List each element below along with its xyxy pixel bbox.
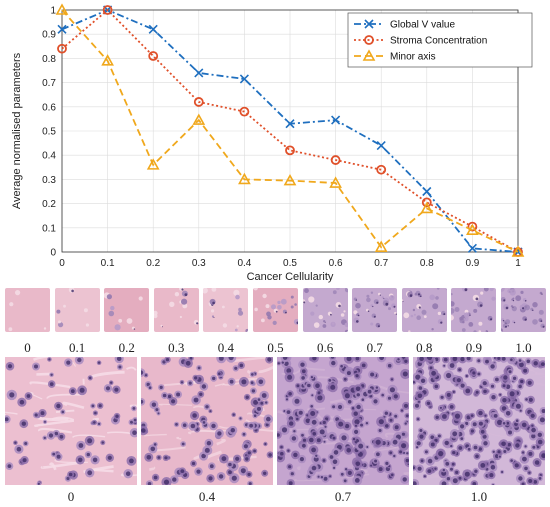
triangle-marker [283,173,297,186]
y-tick-label: 0.3 [42,175,56,186]
y-tick-label: 0.8 [42,54,56,65]
thumbnail-label: 0.4 [217,340,235,355]
thumbnail-image [253,288,298,332]
y-tick-label: 0.1 [42,223,56,234]
axis-ticks: 0 0.1 0.2 0.3 0.4 0.5 0.6 0.7 0.8 0.9 1 0 0.1 0.2 0.3 0… [42,6,521,270]
legend-label: Global V value [390,20,455,31]
x-marker [331,115,341,125]
plot-frame [61,9,519,253]
triangle-marker [101,54,114,66]
circle-marker [467,221,478,232]
triangle-marker [192,113,206,125]
y-tick-label: 0.7 [42,78,56,89]
thumbnail-label: 0.6 [316,340,334,355]
x-marker [422,186,432,197]
thumbnail-image [302,288,348,332]
thumbnail-label: 0.7 [366,340,383,355]
thumbnail-image [451,288,497,332]
x-tick-label: 0.5 [283,258,297,269]
x-tick-label: 0.1 [101,258,115,269]
large-image-label: 0 [67,489,75,504]
triangle-marker [511,245,525,257]
thumbnail-image [352,288,398,332]
circle-marker [57,43,67,54]
triangle-marker [374,240,388,252]
circle-marker [376,164,387,175]
y-axis-label: Average normalised parameters [11,52,23,209]
x-tick-label: 0.6 [329,258,343,269]
x-tick-label: 1 [515,258,521,269]
triangle-marker [329,176,342,188]
triangle-marker [238,172,251,185]
y-tick-label: 0.9 [42,30,56,41]
circle-marker [285,145,295,156]
thumbnail-label: 0.3 [168,340,185,355]
y-tick-label: 0 [50,248,56,259]
circle-marker [193,97,204,107]
triangle-marker [55,3,69,15]
large-tissue-image [413,357,545,485]
large-image-label: 0.7 [334,489,352,504]
large-image-label: 1.0 [470,489,488,504]
series-layer [55,3,525,257]
x-tick-label: 0.3 [192,258,206,269]
thumbnail-label: 1.0 [515,340,532,355]
x-tick-label: 0 [59,258,65,269]
thumbnail-image [401,288,447,332]
thumbnail-label: 0 [24,340,31,355]
x-tick-label: 0.7 [374,258,388,269]
thumbnail-label: 0.9 [465,340,483,355]
triangle-marker [466,223,479,236]
x-tick-label: 0.9 [465,258,479,269]
y-tick-label: 0.2 [42,199,56,210]
large-image-label: 0.4 [198,489,216,504]
x-tick-label: 0.8 [420,258,434,269]
x-marker [285,119,295,129]
large-tissue-image [5,357,137,485]
x-marker [148,24,158,34]
legend-label: Minor axis [390,52,436,63]
circle-marker [421,197,432,208]
x-marker [467,243,477,253]
triangle-marker [420,201,434,214]
series-line [61,9,519,253]
x-axis-label: Cancer Cellularity [247,271,334,283]
thumbnail-label: 0.2 [118,340,135,355]
y-tick-label: 0.5 [42,127,56,138]
series-1 [57,5,523,257]
thumbnail-image [501,288,546,332]
thumbnail-label: 0.1 [68,340,86,355]
triangle-marker [146,158,160,170]
x-tick-label: 0.2 [146,258,160,269]
thumbnail-image [203,288,249,332]
x-tick-label: 0.4 [237,258,251,269]
triangle-marker [362,49,376,61]
thumbnail-image [104,288,150,332]
line-chart: 0 0.1 0.2 0.3 0.4 0.5 0.6 0.7 0.8 0.9 1 0 0.1 0.2 0.3 0… [11,3,533,283]
x-marker [57,24,67,34]
x-marker [194,68,204,78]
circle-marker [148,51,159,61]
series-2 [55,3,525,257]
legend-box [347,12,533,68]
legend: Global V value Stroma Concentration Minor … [347,12,533,68]
thumbnail-image [153,288,199,332]
circle-marker [330,155,341,165]
x-marker [239,74,249,84]
circle-marker [102,5,113,15]
thumbnail-image [54,288,100,332]
large-tissue-image [277,357,409,485]
large-tissue-image [141,357,273,485]
x-marker [376,140,386,151]
circle-marker [239,106,250,117]
thumbnail-label: 0.8 [416,340,433,355]
circle-marker [364,35,374,45]
legend-label: Stroma Concentration [390,36,487,47]
y-tick-label: 0.6 [42,102,56,113]
thumbnail-label: 0.5 [267,340,284,355]
x-marker [364,19,374,29]
y-tick-label: 0.4 [42,151,56,162]
y-tick-label: 1 [50,6,56,17]
thumbnail-image [5,288,50,332]
